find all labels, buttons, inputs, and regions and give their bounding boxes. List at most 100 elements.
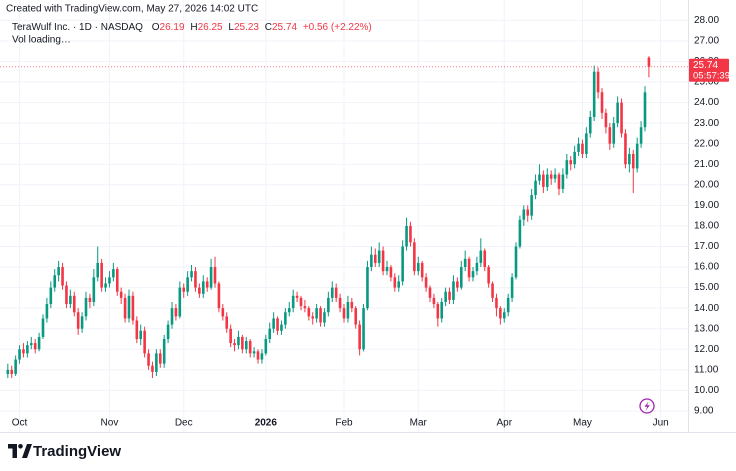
candle-body (201, 281, 205, 294)
candle-body (420, 262, 424, 278)
candle-body (295, 295, 299, 298)
candle-body (573, 151, 576, 165)
candle-body (26, 345, 29, 354)
candle-body (432, 297, 436, 305)
candle-body (542, 174, 545, 187)
x-tick-label: Oct (12, 418, 28, 429)
candle-body (6, 369, 10, 374)
legend-key: C (265, 22, 272, 33)
candle-body (628, 153, 631, 165)
y-tick-label: 14.00 (694, 303, 719, 314)
candle-body (452, 281, 455, 300)
candle-body (53, 275, 57, 288)
candle-body (104, 283, 107, 288)
candle-body (213, 267, 217, 284)
candle-body (80, 316, 84, 329)
candle-body (483, 250, 487, 268)
candle-body (170, 308, 174, 325)
candle-body (510, 277, 514, 298)
candle-body (100, 262, 103, 288)
countdown-label: 05:57:39 (693, 70, 730, 81)
y-tick-label: 19.00 (694, 200, 719, 211)
candle-body (182, 287, 186, 292)
candle-body (514, 246, 518, 278)
candle-body (588, 116, 592, 134)
legend-value: 26.25 (198, 22, 223, 33)
candle-body (499, 308, 502, 319)
candle-body (440, 301, 444, 319)
candle-body (456, 281, 459, 288)
candle-body (362, 308, 365, 350)
candle-body (311, 316, 315, 319)
candle-body (553, 174, 557, 179)
candle-body (276, 318, 279, 331)
x-tick-label: Jun (653, 418, 669, 429)
candle-body (569, 160, 573, 165)
candle-body (178, 287, 182, 317)
candle-body (381, 250, 385, 272)
candle-body (315, 308, 318, 319)
candle-body (166, 324, 170, 339)
candle-body (600, 92, 604, 113)
candle-body (256, 351, 260, 360)
candle-body (608, 127, 612, 144)
candle-body (323, 312, 326, 323)
legend-key: L (228, 22, 234, 33)
candle-body (502, 312, 506, 319)
candle-body (76, 312, 80, 329)
candle-body (194, 271, 197, 288)
candle-body (303, 306, 307, 309)
candle-body (272, 318, 275, 329)
candle-body (233, 343, 236, 346)
candle-body (366, 267, 369, 309)
legend: TeraWulf Inc. · 1D · NASDAQ O26.19 H26.2… (12, 22, 372, 33)
logo-part (18, 444, 23, 449)
brand-name: TradingView (33, 443, 121, 460)
candle-body (268, 328, 272, 339)
replay-icon[interactable] (639, 398, 655, 414)
candle-body (522, 209, 526, 220)
y-tick-label: 28.00 (694, 15, 719, 26)
candle-body (69, 295, 72, 305)
y-tick-label: 13.00 (694, 323, 719, 334)
candle-body (244, 341, 248, 350)
candle-body (436, 304, 440, 319)
candle-body (186, 277, 189, 292)
candle-body (471, 271, 475, 278)
candle-body (190, 271, 193, 278)
candle-body (22, 349, 25, 354)
candle-body (264, 338, 268, 354)
legend-key: O (152, 22, 160, 33)
candle-body (92, 277, 96, 302)
candle-body (467, 258, 471, 278)
candle-body (151, 365, 154, 372)
candle-body (428, 287, 432, 298)
y-tick-label: 12.00 (694, 344, 719, 355)
last-price-badge (689, 58, 729, 82)
last-price-label: 25.74 (693, 60, 718, 71)
candle-body (143, 330, 146, 354)
candle-body (592, 71, 596, 117)
candle-body (612, 123, 616, 144)
candle-body (45, 304, 49, 319)
legend-value: 25.74 (272, 22, 297, 33)
candle-body (72, 295, 76, 313)
x-tick-label: 2026 (255, 418, 278, 429)
axes: 9.00 10.00 11.00 12.00 13.00 14.00 15.00 16.00 1… (0, 15, 730, 429)
candle-body (409, 225, 412, 243)
logo-part (22, 444, 32, 458)
candle-body (518, 219, 522, 247)
x-tick-label: Mar (410, 418, 428, 429)
candle-body (205, 281, 209, 288)
candle-body (248, 341, 252, 354)
icon-ring (639, 398, 655, 414)
candle-body (463, 258, 467, 268)
candle-body (581, 143, 584, 154)
candle-body (174, 308, 178, 317)
candle-body (57, 267, 60, 276)
candle-body (198, 287, 201, 294)
candle-body (596, 71, 600, 93)
symbol: TeraWulf Inc. · 1D · NASDAQ (12, 22, 143, 33)
logo-part (8, 444, 17, 458)
